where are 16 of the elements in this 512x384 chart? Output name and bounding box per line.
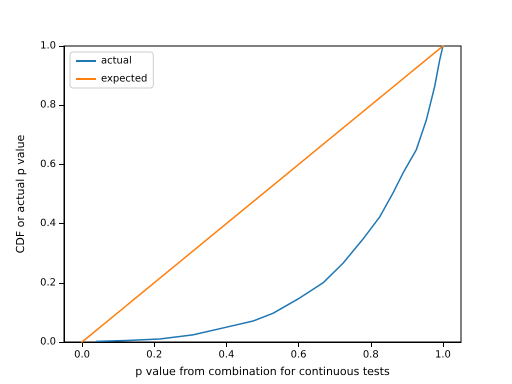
x-axis-title: p value from combination for continuous tests <box>135 365 390 378</box>
x-tick-label: 0.2 <box>146 350 162 360</box>
y-tick-label: 0.2 <box>40 277 56 288</box>
y-tick-label: 0.0 <box>40 336 56 348</box>
y-axis-title: CDF or actual p value <box>14 134 27 254</box>
x-tick-label: 1.0 <box>435 350 451 360</box>
y-tick-label: 0.4 <box>40 218 56 230</box>
legend-label: actual <box>101 56 132 66</box>
x-tick-label: 0.4 <box>218 350 234 360</box>
legend-label: expected <box>101 74 148 84</box>
y-tick-label: 0.6 <box>40 158 56 170</box>
x-tick-label: 0.0 <box>74 350 90 360</box>
y-tick-label: 0.8 <box>40 100 56 111</box>
x-tick-label: 0.8 <box>362 350 379 360</box>
y-tick-label: 1.0 <box>40 40 56 52</box>
x-tick-label: 0.6 <box>290 350 307 360</box>
